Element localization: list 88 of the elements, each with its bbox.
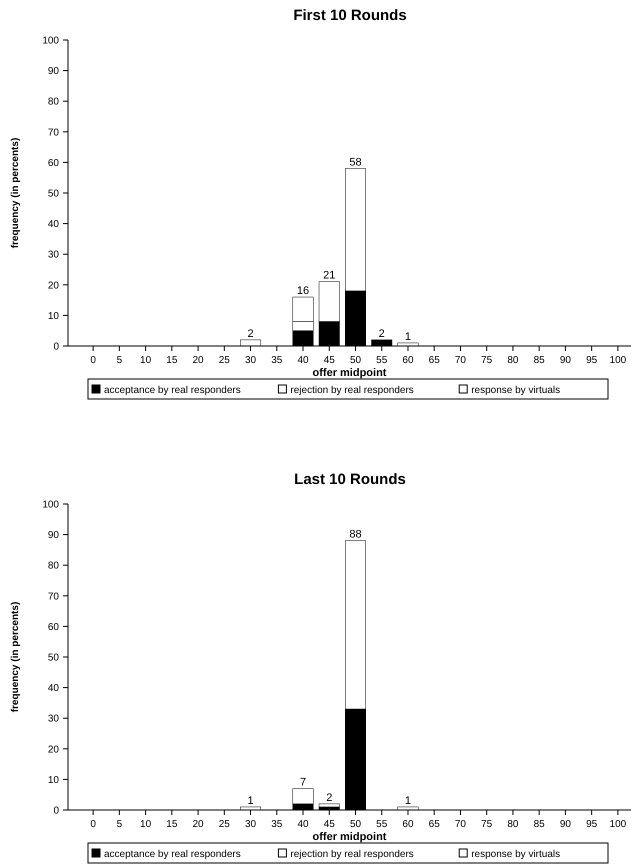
y-tick-label: 70: [48, 591, 60, 602]
total-label: 2: [247, 328, 254, 340]
x-tick-label: 85: [534, 819, 546, 830]
total-label: 58: [349, 156, 362, 169]
y-tick-label: 70: [48, 127, 60, 138]
x-tick-label: 95: [586, 355, 598, 366]
y-tick-label: 60: [48, 622, 60, 633]
x-tick-label: 40: [297, 355, 310, 366]
x-tick-label: 40: [297, 819, 310, 830]
y-tick-label: 50: [48, 652, 60, 664]
x-tick-label: 75: [481, 355, 493, 366]
y-tick-label: 40: [48, 683, 60, 694]
y-tick-label: 90: [48, 530, 60, 542]
chart-title: First 10 Rounds: [293, 7, 407, 24]
x-tick-label: 95: [586, 819, 598, 830]
x-tick-label: 35: [271, 355, 283, 366]
x-axis-title: offer midpoint: [312, 831, 387, 843]
x-tick-label: 70: [454, 819, 466, 830]
x-tick-label: 50: [350, 355, 362, 366]
y-axis-title: frequency (in percents): [10, 602, 21, 712]
x-tick-label: 80: [507, 355, 519, 366]
x-tick-label: 30: [244, 819, 257, 830]
x-tick-label: 65: [428, 819, 440, 830]
x-tick-label: 90: [560, 819, 572, 830]
x-tick-label: 0: [90, 355, 96, 366]
y-tick-label: 20: [48, 280, 60, 292]
legend-label: acceptance by real responders: [104, 849, 241, 860]
legend-label: response by virtuals: [471, 849, 560, 860]
x-tick-label: 0: [90, 819, 96, 830]
x-tick-label: 15: [166, 355, 178, 366]
x-axis-title: offer midpoint: [312, 367, 387, 379]
legend-label: rejection by real responders: [290, 385, 414, 396]
total-label: 16: [296, 285, 310, 298]
x-tick-label: 15: [166, 819, 178, 830]
x-tick-label: 5: [116, 355, 123, 366]
x-tick-label: 35: [271, 819, 283, 830]
total-label: 1: [404, 330, 412, 343]
total-label: 21: [323, 270, 336, 282]
total-label: 7: [300, 776, 306, 789]
x-tick-label: 100: [610, 819, 627, 830]
x-tick-label: 50: [350, 819, 362, 830]
y-tick-label: 90: [48, 66, 60, 78]
total-label: 2: [378, 328, 385, 340]
x-tick-label: 20: [192, 355, 204, 366]
x-tick-label: 10: [140, 355, 152, 366]
y-tick-label: 40: [48, 219, 60, 230]
x-tick-label: 45: [324, 819, 336, 830]
x-tick-label: 45: [324, 355, 336, 366]
x-tick-label: 25: [218, 355, 230, 366]
y-tick-label: 30: [48, 250, 60, 261]
x-tick-label: 55: [376, 819, 388, 830]
legend-label: acceptance by real responders: [104, 385, 241, 396]
bar: [318, 804, 340, 808]
x-tick-label: 25: [218, 819, 230, 830]
y-tick-label: 80: [48, 96, 60, 108]
total-label: 2: [326, 792, 332, 804]
y-axis-title: frequency (in percents): [10, 138, 21, 248]
chart-title: Last 10 Rounds: [294, 471, 406, 488]
y-tick-label: 60: [48, 158, 60, 169]
total-label: 1: [404, 794, 412, 807]
x-tick-label: 75: [481, 819, 493, 830]
total-label: 88: [349, 528, 362, 541]
y-tick-label: 20: [48, 744, 60, 756]
x-tick-label: 30: [244, 355, 257, 366]
x-tick-label: 10: [140, 819, 152, 830]
y-tick-label: 100: [42, 36, 60, 46]
y-tick-label: 0: [53, 806, 60, 816]
y-tick-label: 80: [48, 560, 60, 572]
y-tick-label: 30: [48, 714, 60, 725]
x-tick-label: 65: [428, 355, 440, 366]
x-tick-label: 5: [116, 819, 123, 830]
x-tick-label: 60: [402, 355, 414, 366]
x-tick-label: 20: [192, 819, 204, 830]
x-tick-label: 90: [560, 355, 572, 366]
x-tick-label: 70: [454, 355, 466, 366]
y-tick-label: 50: [48, 188, 60, 200]
x-tick-label: 80: [507, 819, 519, 830]
total-label: 1: [247, 794, 254, 807]
legend-label: response by virtuals: [471, 385, 560, 396]
x-tick-label: 100: [610, 355, 627, 366]
legend-label: rejection by real responders: [290, 849, 414, 860]
x-tick-label: 85: [534, 355, 546, 366]
x-tick-label: 55: [376, 355, 388, 366]
y-tick-label: 0: [53, 342, 60, 352]
y-tick-label: 10: [48, 774, 60, 786]
y-tick-label: 100: [42, 500, 60, 510]
x-tick-label: 60: [402, 819, 414, 830]
y-tick-label: 10: [48, 310, 60, 322]
